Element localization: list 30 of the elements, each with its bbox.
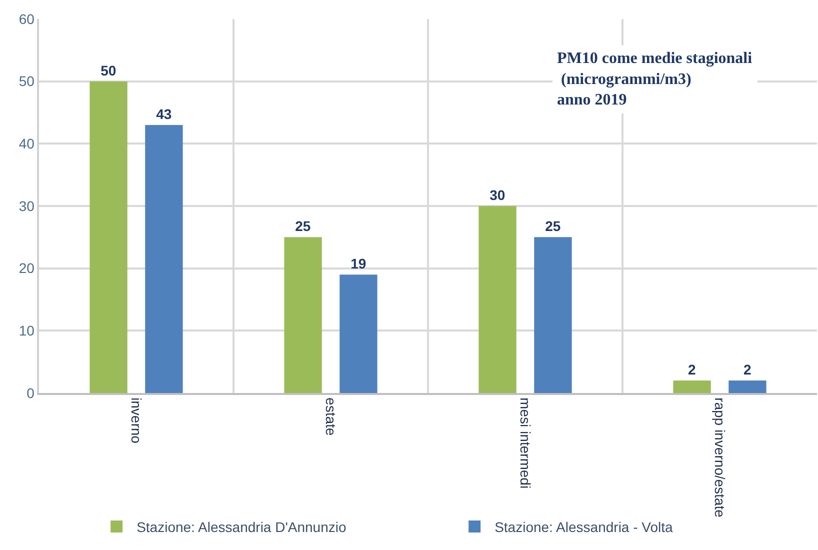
bar [478, 206, 516, 393]
data-label: 30 [490, 187, 506, 203]
y-tick-label: 40 [18, 136, 35, 152]
data-label: 50 [100, 62, 116, 78]
x-tick-label: mesi intermedi [518, 398, 534, 489]
bar [534, 237, 572, 393]
y-tick-label: 0 [26, 384, 35, 401]
x-tick-label: estate [323, 398, 340, 436]
data-label: 2 [743, 362, 752, 378]
data-label: 19 [350, 256, 366, 272]
bar [145, 124, 183, 393]
x-tick-label: inverno [128, 398, 145, 444]
y-tick-label: 50 [18, 73, 35, 90]
data-label: 2 [688, 362, 696, 378]
data-label: 25 [545, 218, 561, 234]
y-tick-label: 10 [18, 322, 35, 339]
bar [284, 237, 322, 393]
bar [90, 81, 128, 393]
legend-label: Stazione: Alessandria - Volta [494, 518, 674, 535]
text: PM10 come medie stagionali (microgrammi/m3) anno 2019 [557, 50, 753, 109]
y-tick-label: 20 [18, 260, 35, 276]
bar [673, 380, 711, 393]
y-tick-label: 60 [18, 10, 35, 27]
bar [728, 380, 766, 393]
x-tick-label: rapp inverno/estate [712, 398, 728, 518]
data-label: 43 [156, 106, 172, 122]
y-tick-label: 30 [18, 198, 35, 214]
data-label: 25 [295, 218, 311, 234]
legend-label: Stazione: Alessandria D'Annunzio [136, 518, 346, 535]
bar [340, 274, 378, 393]
